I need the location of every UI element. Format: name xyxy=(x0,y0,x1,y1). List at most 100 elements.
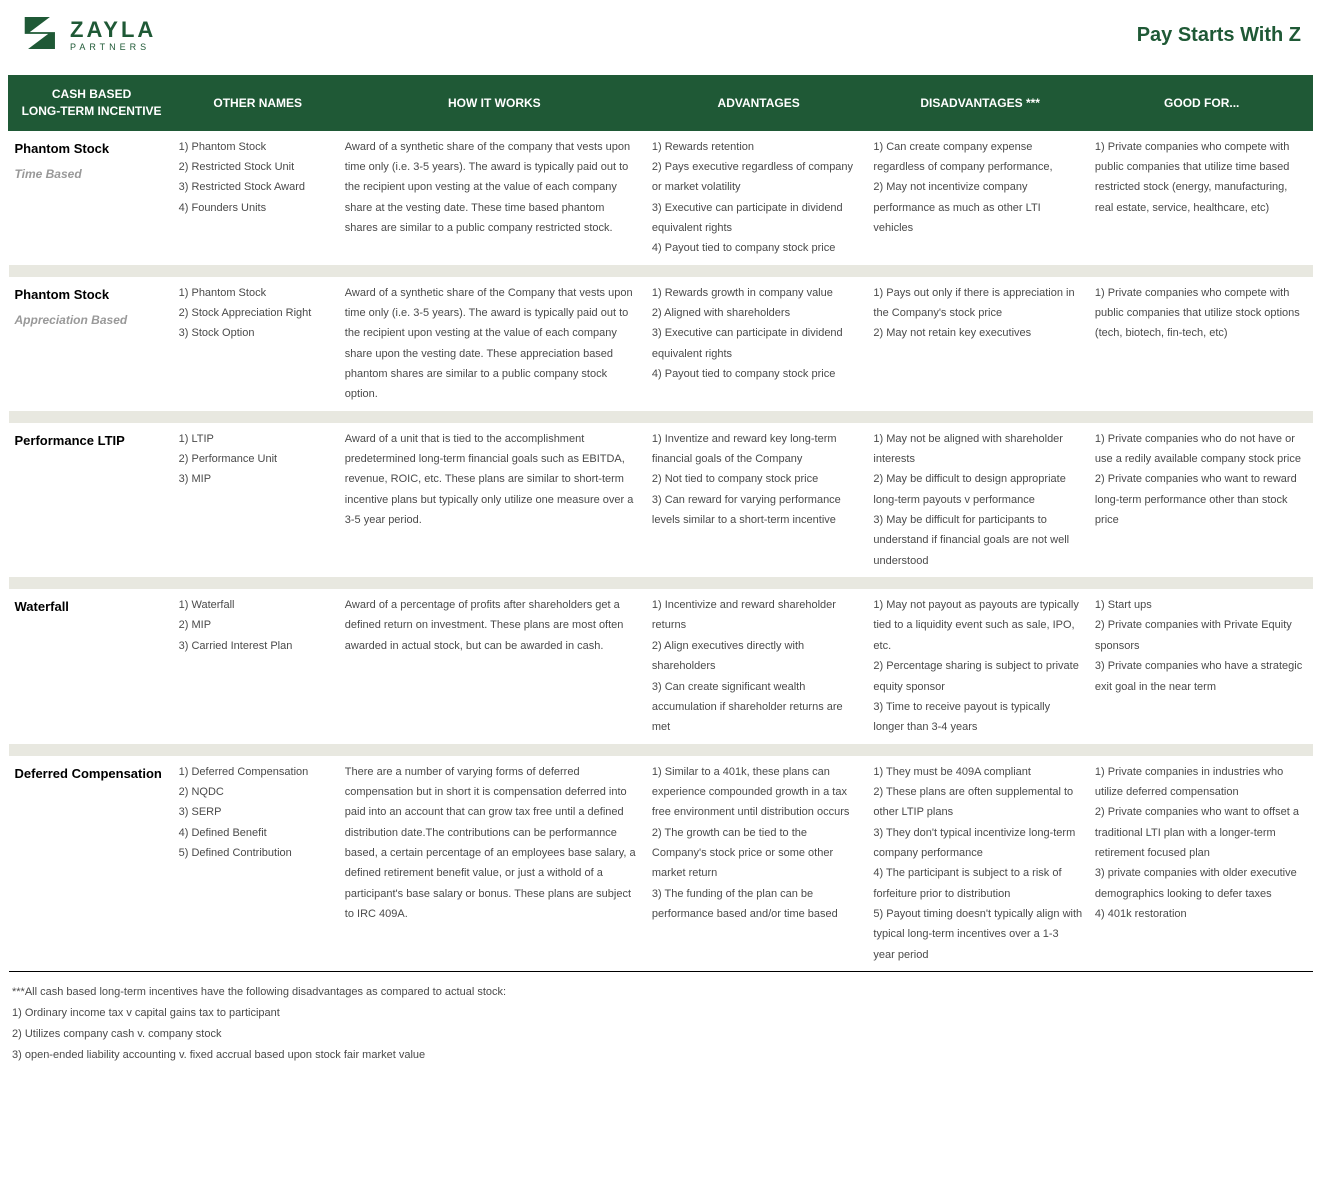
list-item: 2) Private companies who want to offset … xyxy=(1095,802,1305,863)
list-item: 1) Private companies in industries who u… xyxy=(1095,762,1305,803)
list-item: 2) Restricted Stock Unit xyxy=(179,157,333,177)
list-item: 3) Time to receive payout is typically l… xyxy=(873,697,1083,738)
cell-how: Award of a unit that is tied to the acco… xyxy=(341,423,648,577)
cell-title: Waterfall xyxy=(9,589,175,743)
cell-title: Phantom StockAppreciation Based xyxy=(9,277,175,411)
list-item: 3) MIP xyxy=(179,469,333,489)
th-disadvantages: DISADVANTAGES *** xyxy=(869,76,1091,131)
th-how: HOW IT WORKS xyxy=(341,76,648,131)
table-row: Phantom StockAppreciation Based1) Phanto… xyxy=(9,277,1313,411)
spacer-row xyxy=(9,577,1313,589)
list-item: 2) Aligned with shareholders xyxy=(652,303,862,323)
list-item: 2) Stock Appreciation Right xyxy=(179,303,333,323)
spacer-row xyxy=(9,265,1313,277)
th-advantages: ADVANTAGES xyxy=(648,76,870,131)
list-item: 4) 401k restoration xyxy=(1095,904,1305,924)
list-item: 5) Payout timing doesn't typically align… xyxy=(873,904,1083,965)
list-item: 1) Private companies who compete with pu… xyxy=(1095,283,1305,344)
list-item: 1) Similar to a 401k, these plans can ex… xyxy=(652,762,862,823)
row-subtitle: Appreciation Based xyxy=(13,309,167,331)
th-incentive: CASH BASED LONG-TERM INCENTIVE xyxy=(9,76,175,131)
cell-disadvantages: 1) They must be 409A compliant2) These p… xyxy=(869,756,1091,972)
row-title: Waterfall xyxy=(13,599,69,614)
cell-title: Deferred Compensation xyxy=(9,756,175,972)
list-item: 2) May be difficult to design appropriat… xyxy=(873,469,1083,510)
list-item: 1) Inventize and reward key long-term fi… xyxy=(652,429,862,470)
list-item: 1) Private companies who compete with pu… xyxy=(1095,137,1305,218)
cell-disadvantages: 1) Can create company expense regardless… xyxy=(869,130,1091,265)
list-item: 4) The participant is subject to a risk … xyxy=(873,863,1083,904)
cell-good-for: 1) Private companies in industries who u… xyxy=(1091,756,1313,972)
cell-advantages: 1) Inventize and reward key long-term fi… xyxy=(648,423,870,577)
list-item: 1) May not payout as payouts are typical… xyxy=(873,595,1083,656)
list-item: 1) Waterfall xyxy=(179,595,333,615)
list-item: 1) Phantom Stock xyxy=(179,137,333,157)
list-item: 1) May not be aligned with shareholder i… xyxy=(873,429,1083,470)
cell-title: Phantom StockTime Based xyxy=(9,130,175,265)
list-item: 1) Deferred Compensation xyxy=(179,762,333,782)
cell-advantages: 1) Incentivize and reward shareholder re… xyxy=(648,589,870,743)
list-item: 2) Align executives directly with shareh… xyxy=(652,636,862,677)
list-item: 2) Private companies who want to reward … xyxy=(1095,469,1305,530)
list-item: 3) Executive can participate in dividend… xyxy=(652,323,862,364)
list-item: 3) private companies with older executiv… xyxy=(1095,863,1305,904)
cell-other-names: 1) LTIP2) Performance Unit3) MIP xyxy=(175,423,341,577)
list-item: 3) Can create significant wealth accumul… xyxy=(652,677,862,738)
cell-title: Performance LTIP xyxy=(9,423,175,577)
footnote-item: 3) open-ended liability accounting v. fi… xyxy=(12,1045,1309,1066)
list-item: 1) Phantom Stock xyxy=(179,283,333,303)
cell-other-names: 1) Deferred Compensation2) NQDC3) SERP4)… xyxy=(175,756,341,972)
footnote-item: 1) Ordinary income tax v capital gains t… xyxy=(12,1003,1309,1024)
cell-disadvantages: 1) May not be aligned with shareholder i… xyxy=(869,423,1091,577)
footnote: ***All cash based long-term incentives h… xyxy=(0,972,1321,1086)
row-title: Performance LTIP xyxy=(13,433,125,448)
list-item: 3) Executive can participate in dividend… xyxy=(652,198,862,239)
list-item: 3) They don't typical incentivize long-t… xyxy=(873,823,1083,864)
cell-advantages: 1) Rewards growth in company value2) Ali… xyxy=(648,277,870,411)
list-item: 2) Pays executive regardless of company … xyxy=(652,157,862,198)
list-item: 2) These plans are often supplemental to… xyxy=(873,782,1083,823)
list-item: 3) May be difficult for participants to … xyxy=(873,510,1083,571)
list-item: 2) Private companies with Private Equity… xyxy=(1095,615,1305,656)
list-item: 2) May not retain key executives xyxy=(873,323,1083,343)
cell-good-for: 1) Private companies who compete with pu… xyxy=(1091,130,1313,265)
cell-other-names: 1) Waterfall2) MIP3) Carried Interest Pl… xyxy=(175,589,341,743)
footnote-lead: ***All cash based long-term incentives h… xyxy=(12,982,1309,1003)
list-item: 1) Incentivize and reward shareholder re… xyxy=(652,595,862,636)
list-item: 5) Defined Contribution xyxy=(179,843,333,863)
list-item: 1) Rewards retention xyxy=(652,137,862,157)
th-other-names: OTHER NAMES xyxy=(175,76,341,131)
table-row: Deferred Compensation 1) Deferred Compens… xyxy=(9,756,1313,972)
list-item: 4) Founders Units xyxy=(179,198,333,218)
cell-how: There are a number of varying forms of d… xyxy=(341,756,648,972)
cell-good-for: 1) Private companies who compete with pu… xyxy=(1091,277,1313,411)
list-item: 4) Payout tied to company stock price xyxy=(652,364,862,384)
row-subtitle: Time Based xyxy=(13,163,167,185)
cell-disadvantages: 1) May not payout as payouts are typical… xyxy=(869,589,1091,743)
cell-other-names: 1) Phantom Stock2) Stock Appreciation Ri… xyxy=(175,277,341,411)
list-item: 3) Stock Option xyxy=(179,323,333,343)
list-item: 3) Can reward for varying performance le… xyxy=(652,490,862,531)
list-item: 2) May not incentivize company performan… xyxy=(873,177,1083,238)
list-item: 1) They must be 409A compliant xyxy=(873,762,1083,782)
cell-other-names: 1) Phantom Stock2) Restricted Stock Unit… xyxy=(175,130,341,265)
cell-how: Award of a synthetic share of the compan… xyxy=(341,130,648,265)
list-item: 1) Can create company expense regardless… xyxy=(873,137,1083,178)
logo-icon xyxy=(18,12,60,59)
row-title: Deferred Compensation xyxy=(13,766,162,781)
list-item: 3) The funding of the plan can be perfor… xyxy=(652,884,862,925)
list-item: 1) Pays out only if there is appreciatio… xyxy=(873,283,1083,324)
cell-advantages: 1) Rewards retention2) Pays executive re… xyxy=(648,130,870,265)
incentive-table: CASH BASED LONG-TERM INCENTIVE OTHER NAM… xyxy=(8,75,1313,972)
footnote-item: 2) Utilizes company cash v. company stoc… xyxy=(12,1024,1309,1045)
table-row: Phantom StockTime Based1) Phantom Stock2… xyxy=(9,130,1313,265)
spacer-row xyxy=(9,411,1313,423)
cell-how: Award of a synthetic share of the Compan… xyxy=(341,277,648,411)
list-item: 2) Performance Unit xyxy=(179,449,333,469)
list-item: 4) Defined Benefit xyxy=(179,823,333,843)
list-item: 3) Private companies who have a strategi… xyxy=(1095,656,1305,697)
logo: ZAYLA PARTNERS xyxy=(18,12,156,59)
logo-main-text: ZAYLA xyxy=(70,19,156,41)
cell-advantages: 1) Similar to a 401k, these plans can ex… xyxy=(648,756,870,972)
list-item: 1) Rewards growth in company value xyxy=(652,283,862,303)
